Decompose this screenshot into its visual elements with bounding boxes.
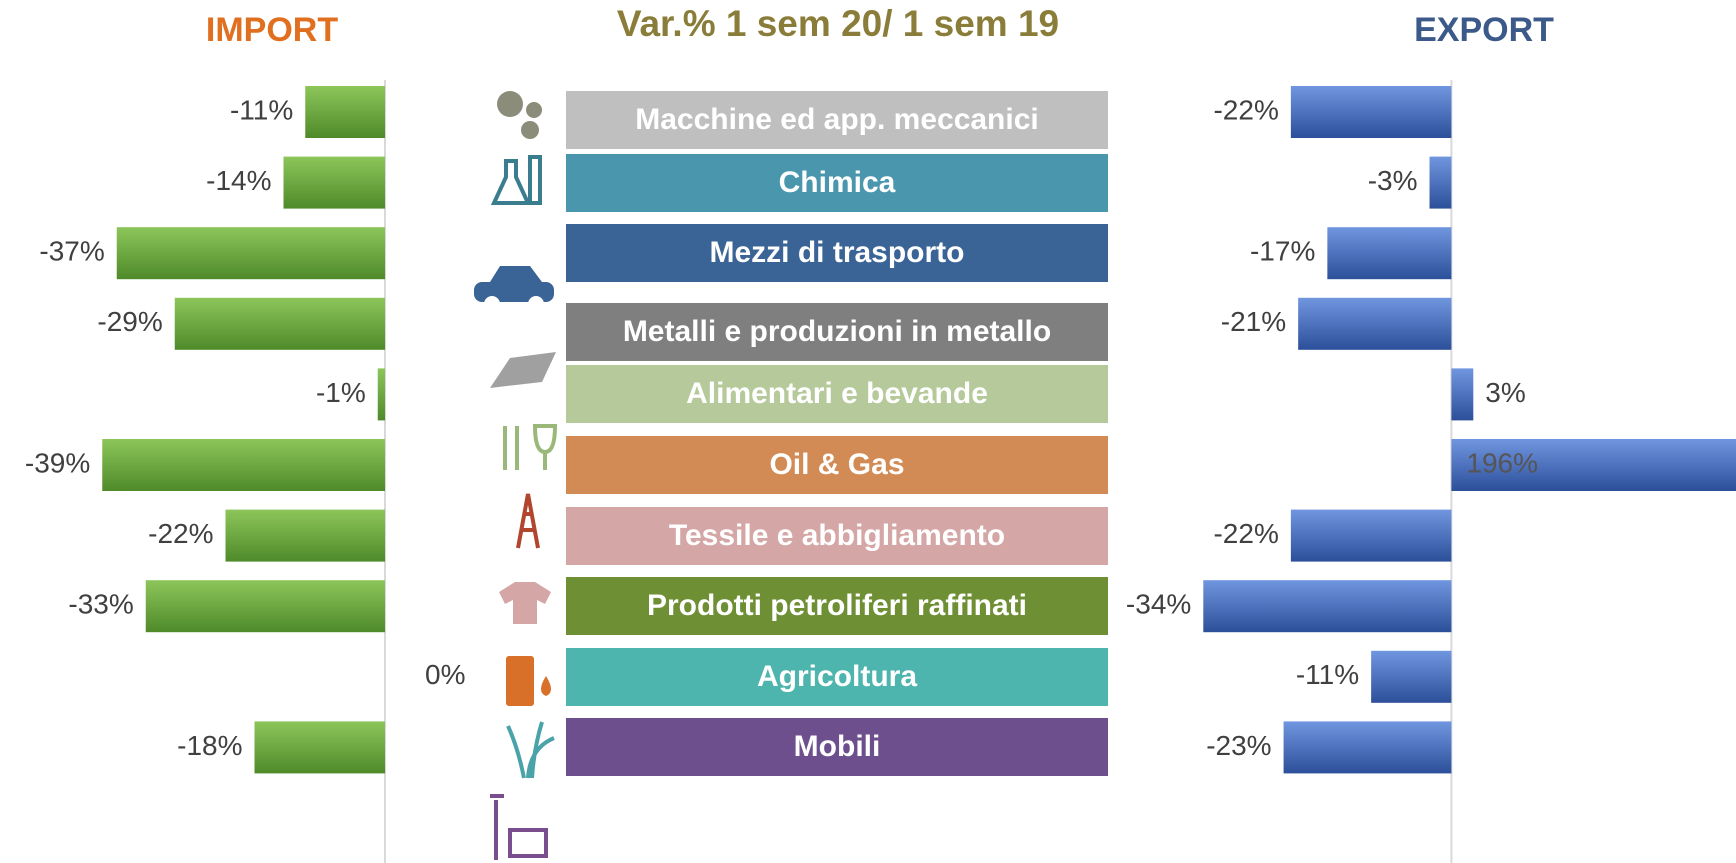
value-label: -29% <box>97 306 162 337</box>
bar <box>225 509 385 562</box>
category-label: Tessile e abbigliamento <box>566 506 1108 565</box>
chart-title: Var.% 1 sem 20/ 1 sem 19 <box>617 3 1059 44</box>
value-label: -33% <box>68 589 133 620</box>
bar <box>1290 509 1452 562</box>
category-label: Mezzi di trasporto <box>566 224 1108 283</box>
bars <box>1203 86 1736 774</box>
bar <box>283 156 385 209</box>
category-label: Agricoltura <box>566 647 1108 706</box>
bar <box>1298 297 1452 350</box>
icons <box>474 91 558 860</box>
value-label: -21% <box>1221 306 1286 337</box>
category-label: Metalli e produzioni in metallo <box>566 302 1108 361</box>
bar <box>174 297 385 350</box>
bar <box>305 86 385 138</box>
bar <box>116 227 385 280</box>
value-label: 3% <box>1485 377 1525 408</box>
bar <box>1371 650 1452 703</box>
bar <box>1451 368 1474 421</box>
value-label: -17% <box>1250 236 1315 267</box>
value-label: 0% <box>425 659 465 690</box>
value-label: 196% <box>1466 447 1538 478</box>
category-label: Prodotti petroliferi raffinati <box>566 577 1108 636</box>
value-label: -14% <box>206 165 271 196</box>
bar <box>1283 721 1452 774</box>
category-label: Mobili <box>566 718 1108 777</box>
bars <box>102 86 385 774</box>
bar <box>1327 227 1452 280</box>
category-label: Chimica <box>566 153 1108 212</box>
bar <box>1429 156 1452 209</box>
bar <box>145 580 385 633</box>
value-label: -39% <box>25 447 90 478</box>
bar <box>1203 580 1452 633</box>
bar <box>1290 86 1452 138</box>
bar <box>254 721 385 774</box>
value-label: -1% <box>316 377 366 408</box>
category-label: Macchine ed app. meccanici <box>566 91 1108 149</box>
value-label: -34% <box>1126 589 1191 620</box>
value-label: -23% <box>1206 730 1271 761</box>
bar <box>1451 439 1736 491</box>
series-name: EXPORT <box>1414 11 1554 49</box>
value-label: -22% <box>148 518 213 549</box>
series-name: IMPORT <box>206 11 338 49</box>
bar <box>102 439 385 491</box>
bar <box>377 368 385 421</box>
value-label: -37% <box>39 236 104 267</box>
value-label: -11% <box>230 94 293 125</box>
value-label: -3% <box>1368 165 1418 196</box>
value-label: -22% <box>1213 94 1278 125</box>
value-label: -11% <box>1296 659 1359 690</box>
category-label: Alimentari e bevande <box>566 365 1108 424</box>
category-label: Oil & Gas <box>566 436 1108 494</box>
value-label: -18% <box>177 730 242 761</box>
value-label: -22% <box>1213 518 1278 549</box>
